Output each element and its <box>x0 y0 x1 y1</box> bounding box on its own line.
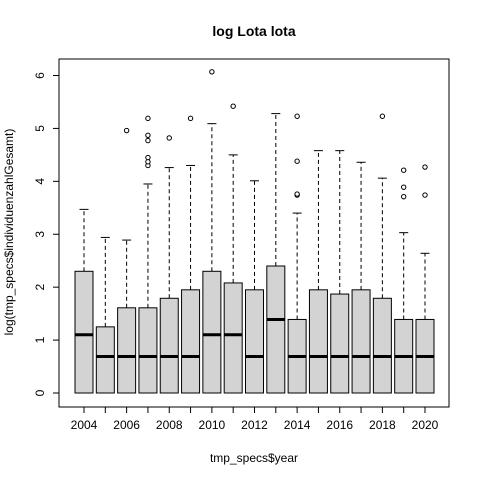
y-tick-label: 1 <box>33 336 47 343</box>
outlier-point <box>166 135 172 141</box>
outlier-point <box>145 115 151 122</box>
outlier-point <box>123 127 130 134</box>
outlier-point <box>400 184 407 190</box>
y-axis-title: log(tmp_specs$individuenzahlGesamt) <box>2 129 16 336</box>
box <box>138 307 158 394</box>
box <box>95 326 115 394</box>
y-tick-label: 4 <box>33 178 47 185</box>
outlier-point <box>187 115 194 122</box>
outlier-point <box>145 132 151 138</box>
chart-title: log Lota lota <box>212 23 295 39</box>
box <box>372 297 392 394</box>
box <box>308 289 328 394</box>
x-tick-label: 2018 <box>369 418 396 432</box>
y-tick-label: 6 <box>33 72 47 79</box>
x-tick-label: 2012 <box>241 418 268 432</box>
box <box>202 270 222 394</box>
x-tick-label: 2014 <box>284 418 311 432</box>
outlier-point <box>422 164 428 170</box>
outlier-point <box>400 193 407 200</box>
box <box>74 270 94 394</box>
x-axis-title: tmp_specs$year <box>210 451 298 465</box>
outlier-point <box>145 137 151 144</box>
box <box>159 297 179 394</box>
box <box>266 265 286 394</box>
outlier-point <box>209 69 215 75</box>
outlier-point <box>294 113 300 119</box>
box <box>181 289 201 394</box>
x-tick-label: 2016 <box>326 418 353 432</box>
outlier-point <box>294 158 300 164</box>
outlier-point <box>422 192 428 198</box>
x-tick-label: 2010 <box>199 418 226 432</box>
x-tick-label: 2020 <box>412 418 439 432</box>
outlier-point <box>400 167 407 173</box>
box <box>223 282 243 394</box>
box <box>117 307 137 394</box>
outlier-point <box>294 191 300 197</box>
box <box>351 289 371 394</box>
box <box>245 289 264 394</box>
plot-area: 0 1 2 3 4 5 6 2004 2006 2008 2010 2012 2014 2016 2018 2… <box>33 58 450 432</box>
box <box>330 293 350 394</box>
x-tick-label: 2006 <box>113 418 140 432</box>
y-tick-label: 2 <box>33 284 47 291</box>
x-tick-label: 2004 <box>71 418 98 432</box>
y-tick-label: 0 <box>33 389 47 396</box>
outlier-point <box>145 154 151 161</box>
y-tick-label: 5 <box>33 125 47 132</box>
outlier-point <box>230 103 236 109</box>
outlier-point <box>379 113 386 119</box>
y-tick-label: 3 <box>33 231 47 238</box>
x-tick-label: 2008 <box>156 418 183 432</box>
